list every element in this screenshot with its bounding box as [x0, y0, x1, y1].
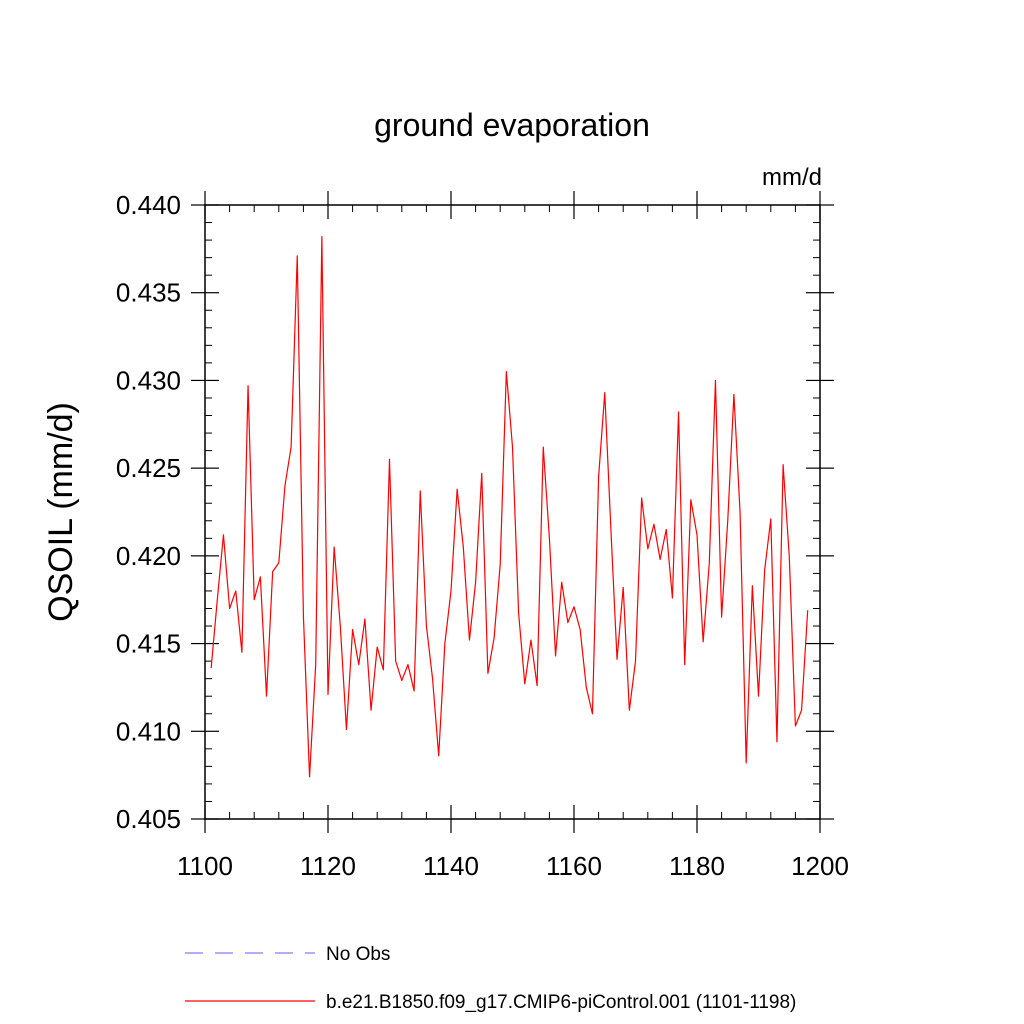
- y-tick-label: 0.415: [116, 629, 181, 659]
- tick-labels: 1100 1120 1140 1160 1180 1200 0.405 0.410 0.415 0…: [116, 190, 849, 881]
- y-tick-label: 0.435: [116, 278, 181, 308]
- legend: No Obs b.e21.B1850.f09_g17.CMIP6-piContr…: [185, 944, 796, 1013]
- y-tick-label: 0.430: [116, 365, 181, 395]
- x-tick-label: 1160: [546, 851, 602, 881]
- y-axis-label: QSOIL (mm/d): [42, 402, 80, 622]
- legend-label-no-obs: No Obs: [326, 944, 390, 965]
- y-tick-label: 0.425: [116, 453, 181, 483]
- axis-ticks: [191, 191, 834, 833]
- series-layer: [210, 235, 809, 778]
- y-tick-label: 0.410: [116, 716, 181, 746]
- y-tick-label: 0.420: [116, 541, 181, 571]
- legend-label-model-run: b.e21.B1850.f09_g17.CMIP6-piControl.001 …: [326, 992, 796, 1013]
- x-tick-label: 1100: [177, 851, 233, 881]
- chart-title: ground evaporation: [374, 107, 650, 143]
- x-tick-label: 1120: [300, 851, 356, 881]
- x-tick-label: 1180: [669, 851, 725, 881]
- y-tick-label: 0.440: [116, 190, 181, 220]
- series-line-1: [210, 235, 809, 778]
- x-tick-label: 1200: [791, 851, 849, 881]
- y-tick-label: 0.405: [116, 804, 181, 834]
- plot-frame: [204, 204, 821, 820]
- units-label: mm/d: [762, 164, 822, 191]
- x-tick-label: 1140: [423, 851, 479, 881]
